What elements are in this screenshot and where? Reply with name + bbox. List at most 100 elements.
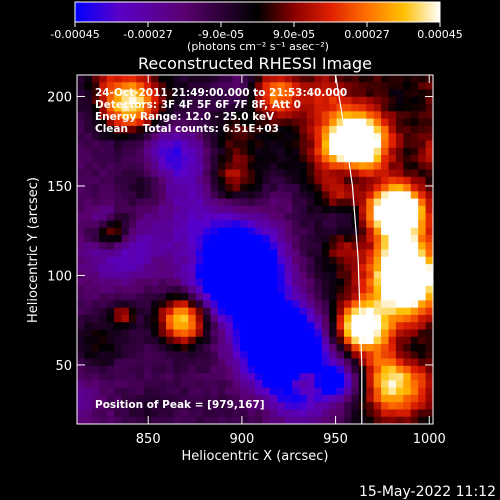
heatmap-cell <box>173 154 182 163</box>
heatmap-cell <box>180 176 189 185</box>
heatmap-cell <box>173 278 182 287</box>
heatmap-cell <box>217 205 226 214</box>
heatmap-cell <box>329 322 338 331</box>
heatmap-cell <box>91 358 100 367</box>
heatmap-cell <box>255 314 264 323</box>
heatmap-cell <box>255 278 264 287</box>
heatmap-cell <box>381 329 390 338</box>
heatmap-cell <box>210 402 219 411</box>
heatmap-cell <box>403 82 412 91</box>
heatmap-cell <box>136 118 145 127</box>
heatmap-cell <box>329 104 338 112</box>
heatmap-cell <box>336 220 345 229</box>
heatmap-cell <box>425 336 433 345</box>
heatmap-cell <box>121 373 130 381</box>
heatmap-cell <box>195 220 204 229</box>
heatmap-cell <box>99 387 108 396</box>
heatmap-cell <box>329 373 338 381</box>
heatmap-cell <box>306 227 315 236</box>
heatmap-cell <box>99 351 108 360</box>
heatmap-cell <box>410 373 419 381</box>
heatmap-cell <box>269 176 278 185</box>
heatmap-cell <box>99 307 108 316</box>
heatmap-cell <box>158 133 167 142</box>
heatmap-cell <box>410 118 419 127</box>
heatmap-cell <box>225 82 234 91</box>
heatmap-cell <box>373 256 382 265</box>
heatmap-cell <box>203 140 212 149</box>
heatmap-cell <box>425 118 433 127</box>
heatmap-cell <box>358 205 367 214</box>
heatmap-cell <box>232 191 241 200</box>
heatmap-cell <box>299 256 308 265</box>
heatmap-cell <box>151 205 160 214</box>
heatmap-cell <box>203 133 212 142</box>
heatmap-cell <box>247 314 256 323</box>
heatmap-cell <box>381 314 390 323</box>
heatmap-cell <box>403 191 412 200</box>
heatmap-cell <box>188 234 197 243</box>
heatmap-cell <box>136 169 145 178</box>
heatmap-cell <box>358 89 367 98</box>
heatmap-cell <box>269 111 278 120</box>
heatmap-cell <box>277 300 286 309</box>
heatmap-cell <box>292 118 301 127</box>
heatmap-cell <box>321 314 330 323</box>
heatmap-cell <box>225 176 234 185</box>
heatmap-cell <box>128 213 137 222</box>
heatmap-cell <box>240 133 249 142</box>
heatmap-cell <box>91 336 100 345</box>
heatmap-cell <box>232 365 241 374</box>
heatmap-cell <box>395 162 404 171</box>
heatmap-cell <box>166 89 175 98</box>
heatmap-cell <box>143 227 152 236</box>
heatmap-cell <box>77 162 86 171</box>
heatmap-cell <box>77 409 86 418</box>
heatmap-cell <box>240 111 249 120</box>
heatmap-cell <box>262 293 271 301</box>
heatmap-cell <box>203 264 212 272</box>
heatmap-cell <box>395 351 404 360</box>
heatmap-cell <box>395 387 404 396</box>
heatmap-cell <box>425 365 433 374</box>
heatmap-cell <box>321 394 330 403</box>
heatmap-cell <box>195 307 204 316</box>
heatmap-cell <box>314 198 323 207</box>
heatmap-cell <box>166 169 175 178</box>
heatmap-cell <box>381 409 390 418</box>
heatmap-cell <box>232 278 241 287</box>
heatmap-cell <box>114 191 123 200</box>
heatmap-cell <box>91 293 100 301</box>
heatmap-cell <box>381 344 390 352</box>
heatmap-cell <box>217 169 226 178</box>
heatmap-cell <box>410 300 419 309</box>
heatmap-cell <box>351 191 360 200</box>
heatmap-cell <box>321 111 330 120</box>
heatmap-cell <box>277 336 286 345</box>
heatmap-cell <box>210 358 219 367</box>
heatmap-cell <box>106 220 115 229</box>
heatmap-cell <box>314 322 323 331</box>
heatmap-cell <box>284 307 293 316</box>
heatmap-cell <box>321 118 330 127</box>
heatmap-cell <box>255 322 264 331</box>
heatmap-cell <box>314 380 323 389</box>
heatmap-cell <box>84 125 93 134</box>
heatmap-cell <box>166 394 175 403</box>
heatmap-cell <box>306 307 315 316</box>
heatmap-cell <box>418 75 427 83</box>
heatmap-cell <box>114 416 123 424</box>
heatmap-cell <box>381 271 390 280</box>
heatmap-cell <box>381 402 390 411</box>
heatmap-cell <box>344 336 353 345</box>
heatmap-cell <box>255 264 264 272</box>
heatmap-cell <box>151 111 160 120</box>
heatmap-cell <box>373 140 382 149</box>
heatmap-cell <box>425 293 433 301</box>
heatmap-cell <box>351 351 360 360</box>
heatmap-cell <box>366 140 375 149</box>
heatmap-cell <box>269 387 278 396</box>
heatmap-cell <box>166 344 175 352</box>
heatmap-cell <box>306 118 315 127</box>
heatmap-cell <box>255 336 264 345</box>
